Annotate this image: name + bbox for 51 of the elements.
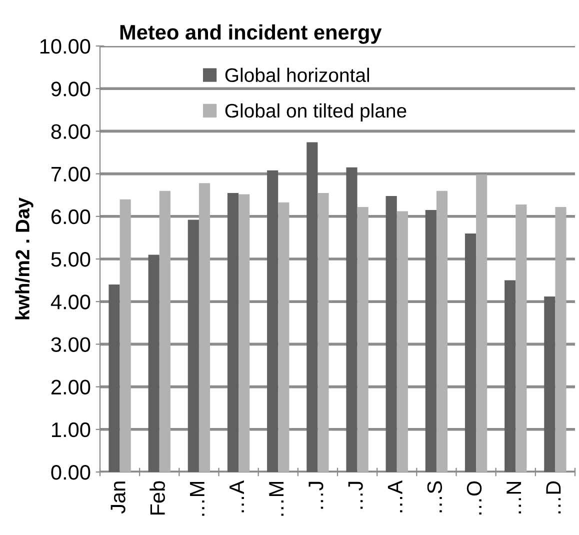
- bar: [148, 254, 160, 472]
- bar: [544, 296, 556, 472]
- x-tick-label: …M: [269, 482, 284, 516]
- y-tick-label: 5.00: [51, 252, 90, 267]
- x-tick-label: Jan: [110, 482, 126, 514]
- bar: [120, 199, 131, 472]
- bar: [464, 233, 476, 472]
- bar: [357, 207, 368, 472]
- x-tick-label: …S: [427, 481, 442, 512]
- y-tick-label: 3.00: [51, 337, 90, 352]
- x-tick-label: …N: [506, 482, 522, 514]
- bar: [396, 211, 408, 472]
- x-tick-label: …D: [546, 481, 561, 514]
- bar: [227, 192, 239, 472]
- bar: [346, 167, 358, 472]
- bar: [267, 170, 278, 472]
- x-tick-label: …J: [308, 482, 324, 509]
- y-tick-label: 8.00: [51, 124, 90, 139]
- bar: [238, 194, 250, 472]
- bar: [425, 210, 436, 472]
- y-tick-label: 2.00: [51, 380, 90, 395]
- bar: [198, 183, 210, 472]
- chart-title: Meteo and incident energy: [120, 24, 382, 44]
- bar: [278, 202, 290, 472]
- y-tick-label: 6.00: [51, 209, 90, 224]
- x-tick-label: …A: [388, 480, 402, 512]
- y-tick-label: 4.00: [50, 294, 90, 310]
- bar: [188, 220, 199, 472]
- y-tick-label: 10.00: [40, 39, 90, 54]
- y-axis-title: kwh/m2 . Day: [15, 198, 34, 320]
- bar: [108, 284, 120, 472]
- y-tick-label: 7.00: [51, 166, 90, 182]
- x-tick-label: …O: [466, 481, 482, 515]
- y-tick-label: 0.00: [51, 465, 90, 480]
- bar: [386, 196, 397, 472]
- x-tick-label: …A: [230, 480, 244, 512]
- x-tick-label: …J: [348, 482, 363, 509]
- bar: [516, 204, 527, 472]
- x-tick-label: …M: [190, 482, 204, 516]
- bar: [159, 190, 170, 472]
- bar: [306, 142, 318, 472]
- bar: [504, 280, 516, 472]
- x-tick-label: Feb: [150, 481, 165, 515]
- legend-label: Global horizontal: [225, 68, 370, 82]
- bar: [476, 174, 488, 472]
- legend-label: Global on tilted plane: [225, 103, 406, 122]
- bar: [318, 192, 329, 472]
- y-tick-label: 1.00: [52, 422, 90, 438]
- y-tick-label: 9.00: [51, 82, 90, 96]
- bar: [436, 190, 448, 472]
- bar: [555, 207, 566, 472]
